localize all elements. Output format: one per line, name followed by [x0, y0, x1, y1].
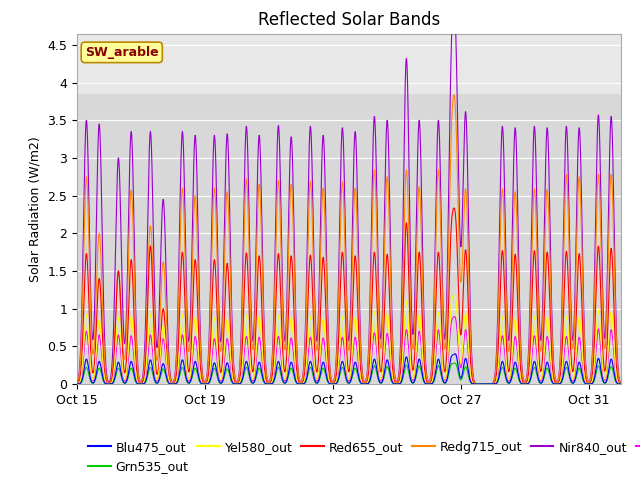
- Text: SW_arable: SW_arable: [85, 46, 159, 59]
- Y-axis label: Solar Radiation (W/m2): Solar Radiation (W/m2): [29, 136, 42, 282]
- Bar: [77, 0, 621, 94]
- Legend: Blu475_out, Grn535_out, Yel580_out, Red655_out, Redg715_out, Nir840_out, Nir945_: Blu475_out, Grn535_out, Yel580_out, Red6…: [83, 436, 640, 478]
- Title: Reflected Solar Bands: Reflected Solar Bands: [258, 11, 440, 29]
